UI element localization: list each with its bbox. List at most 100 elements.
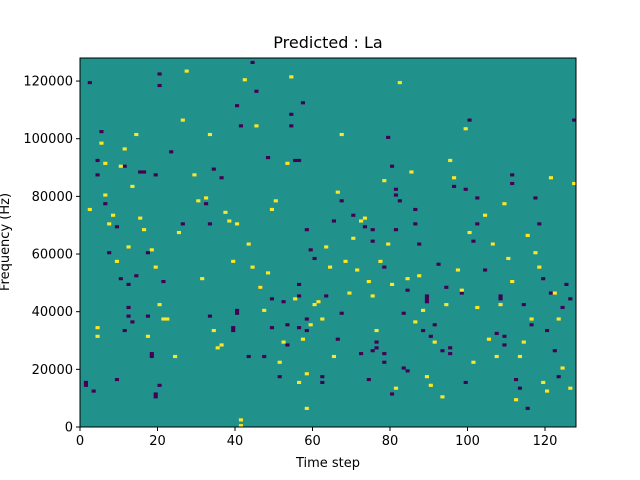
- x-tick-label: 20: [149, 434, 166, 449]
- heatmap-cell-low: [122, 164, 127, 168]
- heatmap-cell-low: [548, 291, 554, 295]
- heatmap-cell-low: [440, 349, 445, 353]
- heatmap-cell-low: [277, 375, 282, 379]
- heatmap-cell-high: [525, 233, 530, 237]
- heatmap-cell-high: [304, 372, 309, 376]
- heatmap-cell-low: [370, 228, 375, 232]
- heatmap-cell-high: [560, 366, 565, 370]
- heatmap-cell-high: [142, 228, 147, 232]
- heatmap-cell-low: [145, 251, 151, 255]
- heatmap-cell-low: [452, 184, 457, 188]
- heatmap-cell-high: [355, 268, 360, 272]
- heatmap-cell-low: [114, 377, 120, 382]
- heatmap-cell-low: [235, 308, 240, 312]
- heatmap-cell-high: [397, 81, 402, 85]
- heatmap-cell-low: [142, 170, 147, 174]
- heatmap-cell-low: [560, 305, 565, 310]
- heatmap-cell-low: [339, 199, 344, 203]
- heatmap-cell-high: [455, 268, 461, 272]
- heatmap-cell-low: [556, 375, 561, 379]
- heatmap-cell-low: [83, 380, 89, 385]
- heatmap-cell-low: [545, 328, 550, 333]
- heatmap-cell-high: [277, 360, 282, 364]
- heatmap-cell-low: [370, 239, 375, 243]
- heatmap-cell-low: [312, 256, 317, 261]
- heatmap-cell-high: [440, 395, 445, 399]
- heatmap-cell-high: [409, 170, 414, 174]
- heatmap-cell-high: [285, 161, 290, 165]
- heatmap-cell-low: [83, 383, 89, 387]
- heatmap-cell-low: [471, 239, 476, 243]
- heatmap-cell-high: [165, 317, 170, 321]
- heatmap-cell-high: [514, 398, 519, 402]
- heatmap-cell-high: [556, 317, 561, 321]
- heatmap-cell-low: [382, 265, 387, 269]
- chart-title: Predicted : La: [273, 33, 382, 52]
- heatmap-cell-high: [494, 354, 499, 359]
- heatmap-cell-high: [486, 337, 492, 341]
- heatmap-cell-low: [169, 150, 174, 154]
- heatmap-cell-high: [521, 340, 526, 344]
- heatmap-cell-low: [424, 294, 430, 298]
- heatmap-cell-high: [258, 285, 263, 289]
- heatmap-cell-low: [320, 380, 325, 385]
- y-tick-label: 20000: [32, 363, 73, 378]
- heatmap-cell-low: [293, 158, 298, 163]
- heatmap-cell-high: [192, 173, 197, 177]
- heatmap-cell-low: [153, 395, 158, 399]
- heatmap-cell-low: [126, 305, 131, 310]
- y-tick-label: 100000: [23, 132, 73, 147]
- heatmap-cell-low: [393, 187, 399, 191]
- heatmap-cell-high: [281, 340, 286, 344]
- x-tick-label: 40: [227, 434, 244, 449]
- heatmap-cell-low: [448, 346, 453, 350]
- heatmap-cell-high: [207, 132, 213, 137]
- heatmap-cell-high: [471, 360, 476, 364]
- heatmap-cell-high: [145, 334, 151, 338]
- heatmap-cell-low: [297, 158, 302, 163]
- heatmap-cell-low: [269, 297, 275, 301]
- heatmap-cell-low: [231, 328, 236, 333]
- heatmap-cell-high: [273, 199, 278, 203]
- heatmap-cell-high: [254, 124, 259, 128]
- heatmap-cell-low: [568, 297, 573, 301]
- heatmap-cell-low: [107, 251, 112, 255]
- heatmap-cell-low: [475, 222, 480, 226]
- heatmap-cell-high: [366, 279, 371, 284]
- heatmap-cell-low: [390, 392, 395, 396]
- heatmap-cell-low: [514, 377, 519, 382]
- heatmap-cell-high: [246, 242, 251, 246]
- heatmap-cell-low: [552, 349, 557, 353]
- heatmap-cell-high: [413, 320, 418, 324]
- heatmap-cell-low: [308, 248, 313, 252]
- heatmap-cell-low: [533, 196, 538, 200]
- heatmap-cell-low: [99, 130, 104, 134]
- heatmap-cell-low: [246, 354, 251, 359]
- heatmap-cell-low: [114, 225, 120, 229]
- heatmap-cell-low: [126, 314, 131, 318]
- heatmap-cell-high: [242, 78, 247, 82]
- heatmap-cell-high: [541, 380, 546, 385]
- heatmap-cell-low: [525, 406, 530, 410]
- heatmap-cell-low: [382, 360, 387, 364]
- heatmap-cell-high: [161, 317, 166, 321]
- x-tick-label: 60: [304, 434, 321, 449]
- x-tick-label: 0: [76, 434, 84, 449]
- heatmap-cell-low: [436, 262, 441, 266]
- heatmap-cell-low: [238, 124, 244, 128]
- heatmap-cell-high: [537, 265, 542, 269]
- heatmap-cell-high: [312, 303, 317, 307]
- heatmap-cell-high: [339, 132, 344, 137]
- heatmap-cell-high: [405, 277, 410, 281]
- heatmap-cell-high: [382, 179, 387, 183]
- heatmap-cell-low: [211, 167, 216, 171]
- heatmap-cell-high: [176, 230, 182, 235]
- heatmap-cell-high: [293, 297, 298, 301]
- heatmap-cell-low: [467, 118, 472, 122]
- heatmap-cell-low: [297, 282, 302, 286]
- heatmap-cell-high: [510, 279, 515, 284]
- heatmap-cell-high: [370, 294, 375, 298]
- heatmap-cell-low: [510, 181, 515, 186]
- heatmap-cell-low: [289, 112, 294, 116]
- heatmap-cell-low: [262, 354, 267, 359]
